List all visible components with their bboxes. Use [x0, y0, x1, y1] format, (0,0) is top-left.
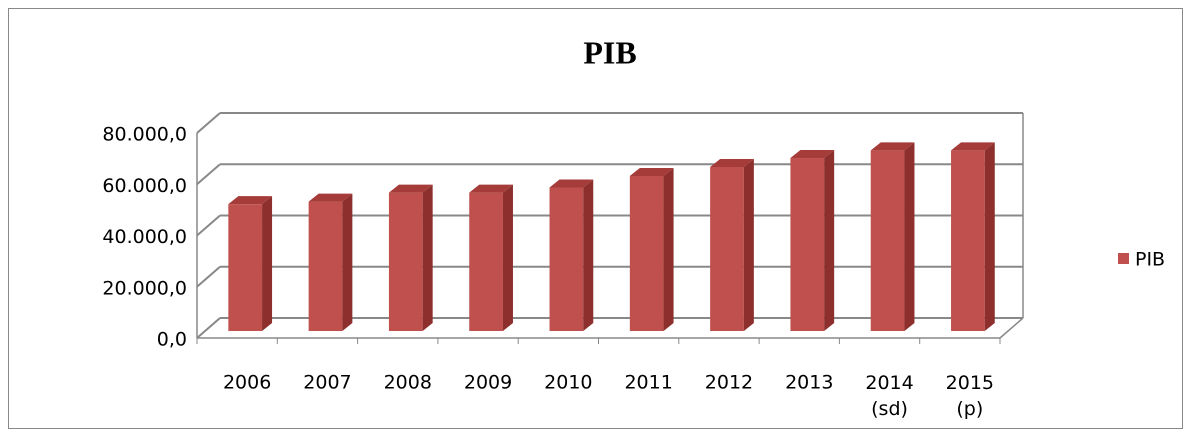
bar-side [502, 184, 513, 331]
bar-side [743, 159, 754, 331]
bar-side [342, 193, 353, 331]
bar-side [262, 196, 273, 331]
chart-frame [8, 8, 1183, 429]
y-tick-label: 80.000,0 [102, 124, 187, 146]
bar-front [469, 192, 503, 331]
bar-front [549, 187, 584, 331]
chart-title: PIB [583, 34, 636, 70]
legend-swatch [1118, 253, 1129, 264]
bar-top [790, 150, 835, 159]
bar-top [629, 167, 674, 176]
bar-top [549, 179, 594, 188]
y-tick-label: 40.000,0 [102, 226, 187, 248]
floor-right [999, 317, 1024, 339]
bar-side [663, 167, 674, 331]
bar-front [308, 201, 343, 331]
bar-front [388, 192, 423, 331]
bar-top [710, 159, 754, 167]
bar-side [824, 150, 835, 331]
bar-front [870, 150, 905, 331]
legend-label: PIB [1135, 249, 1165, 271]
x-tick-label: 2014 (sd) [865, 372, 913, 420]
x-tick-label: 2011 [624, 372, 672, 394]
grid-line-side [196, 112, 221, 134]
grid-line-side [196, 317, 221, 339]
x-tick-label: 2010 [544, 372, 592, 394]
x-tick-label: 2008 [384, 372, 432, 394]
bar-top [228, 196, 273, 205]
y-tick-label: 20.000,0 [102, 277, 187, 299]
bar-front [951, 150, 985, 331]
y-tick-label: 0,0 [157, 329, 187, 351]
x-tick-label: 2007 [303, 372, 351, 394]
bar-front [790, 158, 825, 331]
grid-line-side [196, 214, 221, 237]
grid-line-side [196, 163, 221, 186]
x-tick-label: 2006 [223, 372, 271, 394]
bar-side [904, 142, 915, 331]
bar-front [228, 204, 263, 331]
bar-top [469, 184, 513, 193]
x-tick-label: 2009 [464, 372, 512, 394]
bar-front [710, 167, 744, 331]
y-tick-label: 60.000,0 [102, 175, 187, 197]
bar-top [951, 142, 995, 151]
bar-side [422, 184, 433, 331]
bar-front [629, 175, 664, 331]
bar-top [388, 184, 433, 193]
bar-top [308, 193, 353, 202]
grid-line-side [196, 265, 221, 288]
bar-side [583, 179, 594, 331]
x-tick-label: 2012 [705, 372, 753, 394]
bar-side [984, 142, 995, 331]
x-tick-label: 2013 [785, 372, 833, 394]
bar-top [870, 142, 915, 151]
x-tick-label: 2015 (p) [946, 372, 994, 420]
